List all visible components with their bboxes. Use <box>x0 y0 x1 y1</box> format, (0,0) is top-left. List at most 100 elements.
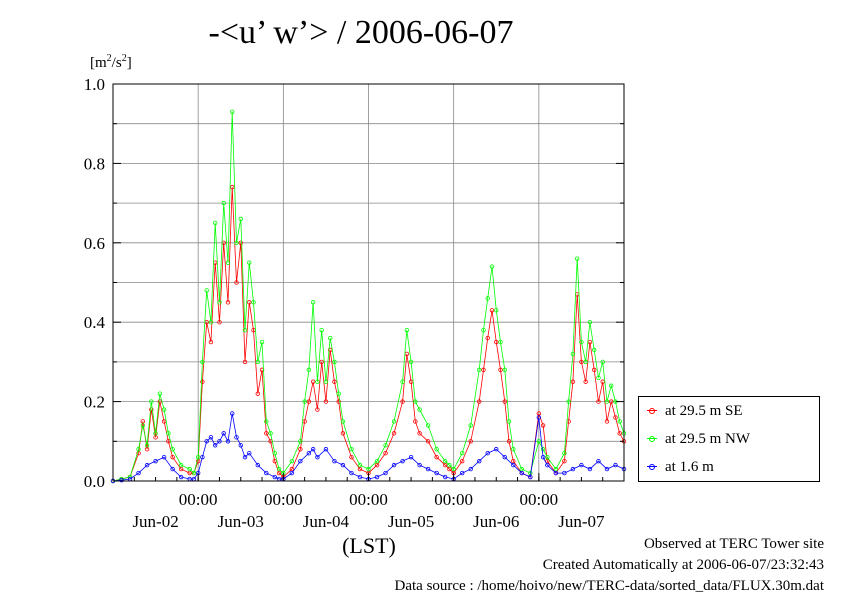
data-point <box>434 470 439 476</box>
x-day-label: Jun-07 <box>558 512 605 531</box>
data-point <box>178 474 184 480</box>
data-point <box>136 470 141 476</box>
data-point <box>417 462 422 468</box>
data-point <box>553 470 559 476</box>
data-point <box>247 300 252 305</box>
data-point <box>519 470 524 476</box>
x-tick-label: 00:00 <box>264 490 303 509</box>
data-point <box>272 474 278 480</box>
data-point <box>255 391 260 396</box>
data-point <box>468 423 473 428</box>
data-point <box>613 462 618 468</box>
data-point <box>315 379 320 384</box>
data-point <box>391 431 397 436</box>
data-point <box>200 379 205 384</box>
data-point <box>434 447 439 452</box>
data-point <box>498 339 503 345</box>
data-point <box>506 439 512 444</box>
y-axis-units: [m2/s2] <box>90 53 132 72</box>
data-point <box>498 367 503 373</box>
data-point <box>506 419 512 424</box>
data-point <box>374 458 380 464</box>
data-point <box>264 419 269 424</box>
legend: at 29.5 m SE at 29.5 m NW at 1.6 m <box>638 396 820 482</box>
data-point <box>315 407 320 412</box>
data-point <box>481 367 486 373</box>
grid-layer <box>113 84 624 481</box>
data-point <box>477 458 482 464</box>
data-point <box>574 256 580 261</box>
data-point <box>587 320 593 325</box>
data-point <box>255 359 260 365</box>
footer-created: Created Automatically at 2006-06-07/23:3… <box>542 557 824 573</box>
data-point <box>528 474 533 480</box>
data-point <box>383 451 388 456</box>
data-point <box>161 407 167 412</box>
data-point <box>242 454 248 460</box>
data-point <box>477 399 482 404</box>
data-point <box>434 454 439 460</box>
data-point <box>596 375 601 380</box>
data-point <box>570 351 576 357</box>
data-point <box>562 470 567 476</box>
series-line-1 <box>112 111 625 482</box>
data-point <box>298 458 303 464</box>
x-day-label: Jun-02 <box>132 512 178 531</box>
data-point <box>340 462 346 468</box>
data-point <box>140 423 146 428</box>
data-point <box>217 320 222 325</box>
data-point <box>208 339 214 345</box>
data-point <box>425 439 431 444</box>
data-point <box>306 451 312 456</box>
data-point <box>302 399 307 404</box>
data-point <box>221 431 226 436</box>
legend-label-nw: at 29.5 m NW <box>665 431 750 447</box>
data-point <box>536 415 542 420</box>
data-point <box>502 367 507 373</box>
data-point <box>400 379 405 384</box>
data-point <box>383 470 388 476</box>
data-point <box>579 359 584 365</box>
data-point <box>404 327 410 333</box>
data-point <box>349 454 354 460</box>
data-point <box>489 308 495 313</box>
data-point <box>264 431 269 436</box>
units-part-2: /s <box>111 55 122 71</box>
data-point <box>613 415 618 420</box>
data-point <box>340 431 346 436</box>
x-tick-label: 00:00 <box>179 490 218 509</box>
data-point <box>251 300 256 305</box>
data-point <box>315 454 320 460</box>
data-point <box>366 466 371 472</box>
y-tick-label: 0.2 <box>84 393 105 412</box>
data-point <box>200 454 205 460</box>
data-point <box>272 451 278 456</box>
data-point <box>357 474 363 480</box>
chart-title-text: -<u’ w’> / 2006-06-07 <box>208 14 514 51</box>
data-point <box>540 447 546 452</box>
data-point <box>579 339 584 345</box>
data-point <box>400 399 405 404</box>
data-point <box>413 419 418 424</box>
data-point <box>242 327 248 333</box>
data-point <box>200 359 205 365</box>
legend-item-nw: at 29.5 m NW <box>647 430 750 448</box>
data-point <box>349 470 354 476</box>
data-point <box>494 308 499 313</box>
units-sup-1: 2 <box>106 53 112 64</box>
data-point <box>502 454 507 460</box>
data-point <box>310 379 316 384</box>
data-point <box>306 399 312 404</box>
data-point <box>161 454 167 460</box>
data-point <box>442 458 448 464</box>
data-point <box>383 443 388 448</box>
data-point <box>230 411 235 416</box>
data-point <box>310 300 316 305</box>
data-point <box>170 466 175 472</box>
data-point <box>400 458 405 464</box>
data-point <box>153 458 158 464</box>
data-point <box>562 458 567 464</box>
footer-observed: Observed at TERC Tower site <box>643 536 824 552</box>
series-line-2 <box>112 413 625 482</box>
